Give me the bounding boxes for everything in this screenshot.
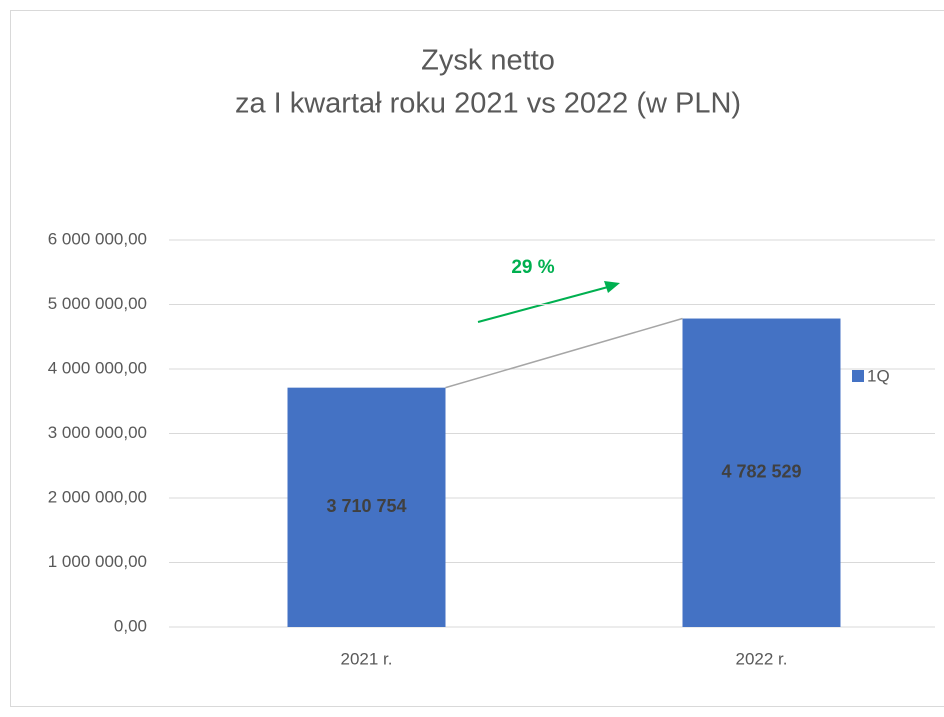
annotation-arrowhead (604, 281, 620, 293)
legend-swatch (852, 370, 864, 382)
x-tick-label: 2022 r. (736, 649, 788, 668)
connector-line (445, 317, 683, 389)
x-tick-label: 2021 r. (341, 649, 393, 668)
y-tick-label: 5 000 000,00 (48, 294, 147, 313)
y-tick-label: 0,00 (114, 616, 147, 635)
bar (682, 318, 841, 627)
legend-label: 1Q (867, 366, 890, 385)
bar (287, 387, 446, 627)
y-tick-label: 2 000 000,00 (48, 487, 147, 506)
chart-title: za I kwartał roku 2021 vs 2022 (w PLN) (235, 88, 741, 120)
y-tick-label: 4 000 000,00 (48, 358, 147, 377)
value-label: 3 710 754 (326, 496, 406, 516)
chart-title: Zysk netto (421, 45, 555, 77)
y-tick-label: 6 000 000,00 (48, 229, 147, 248)
annotation: 29 % (511, 257, 554, 278)
y-tick-label: 1 000 000,00 (48, 552, 147, 571)
value-label: 4 782 529 (721, 462, 801, 482)
y-tick-label: 3 000 000,00 (48, 423, 147, 442)
